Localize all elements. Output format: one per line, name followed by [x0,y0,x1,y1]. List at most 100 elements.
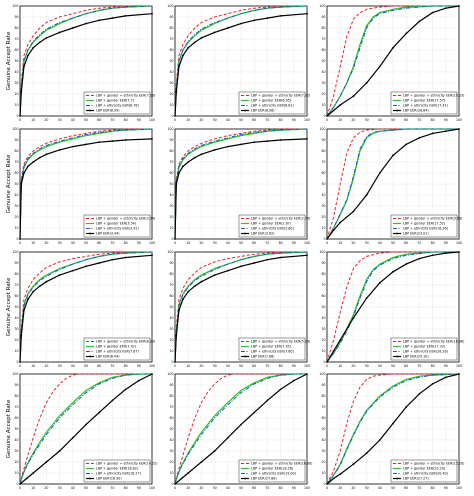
x-tick-label: 20 [351,364,355,368]
y-tick-label: 90 [321,138,325,142]
roc-panel-6: 00 10 10 20 20 30 30 40 40 50 50 60 60 70 70 80 80 90 90 10… [319,127,462,245]
y-tick-label: 60 [14,171,18,175]
x-tick-label: 70 [110,241,114,245]
x-tick-label: 30 [58,241,62,245]
data-point [279,256,282,259]
legend-marker [396,355,398,358]
series-line-4 [174,373,308,485]
x-tick-label: 90 [137,118,141,122]
x-tick-label: 20 [351,486,355,490]
data-point [392,422,394,425]
x-tick-label: 70 [265,364,269,368]
legend-marker [396,109,398,112]
y-tick-label: 90 [14,383,18,387]
legend-marker [244,355,246,358]
data-point [431,11,434,14]
legend-entry: LBP EER(18.90) [96,477,122,481]
data-point [405,406,408,408]
data-point [85,22,87,25]
legend-entry: LBP EER(7.86) [251,355,275,359]
x-tick-label: 80 [279,241,283,245]
x-tick-label: 10 [186,241,190,245]
data-point [182,298,184,301]
y-tick-label: 70 [321,283,325,287]
x-tick-label: 70 [265,118,269,122]
x-tick-label: 90 [444,241,448,245]
legend-box [390,459,458,483]
y-tick-label: 10 [169,226,173,230]
data-point [71,436,74,439]
legend-entry: LBP EER(27.27) [403,477,429,481]
x-tick-label: 80 [124,364,128,368]
y-tick-label: 30 [169,449,173,453]
x-tick-label: 40 [378,118,382,122]
y-tick-label: 80 [169,272,173,276]
y-tick-label: 60 [169,416,173,420]
y-tick-label: 20 [14,338,18,342]
data-point [187,472,190,474]
y-tick-label: 20 [14,215,18,219]
x-tick-label: 80 [124,241,128,245]
data-point [418,136,421,139]
y-tick-label: 70 [321,37,325,41]
y-tick-label: 0 [16,482,18,486]
data-point [20,90,23,93]
series-line-2 [326,5,459,117]
legend-marker [89,477,91,480]
legend-entry: LBP + gender + ethnicity EER(5.23) [251,340,310,344]
series-line-2 [326,373,460,485]
roc-panel-10: 00 10 10 20 20 30 30 40 40 50 50 60 60 70 70 80 80 90 90 10… [6,372,157,490]
data-point [365,82,368,84]
data-point [19,115,21,117]
y-tick-label: 30 [14,204,18,208]
legend: LBP + gender + ethnicity EER(6.09)LBP + … [83,337,155,361]
y-tick-label: 80 [169,26,173,30]
y-tick-label: 40 [14,438,18,442]
data-point [19,361,21,363]
data-point [266,399,269,402]
x-tick-label: 80 [124,118,128,122]
x-tick-label: 80 [279,364,283,368]
data-point [253,19,256,22]
y-tick-label: 40 [14,70,18,74]
data-point [253,411,256,414]
x-tick-label: 0 [174,486,176,490]
data-point [352,95,355,98]
y-tick-label: 100 [319,372,325,376]
y-tick-label: 0 [171,482,173,486]
y-tick-label: 30 [321,327,325,331]
x-tick-label: 20 [44,241,48,245]
x-tick-label: 60 [252,364,256,368]
roc-panel-8: 00 10 10 20 20 30 30 40 40 50 50 60 60 70 70 80 80 90 90 10… [167,250,310,368]
data-point [240,265,242,268]
y-tick-label: 10 [321,349,325,353]
x-tick-label: 70 [417,241,421,245]
y-tick-label: 100 [319,127,325,131]
data-point [339,221,342,224]
x-tick-label: 70 [417,118,421,122]
y-tick-label: 100 [167,127,173,131]
legend-entry: LBP + ethnicity EER(7.67) [96,350,139,354]
data-point [32,290,35,293]
x-tick-label: 90 [444,486,448,490]
data-point [178,309,180,312]
data-point [352,317,355,319]
data-point [200,280,203,283]
y-tick-label: 70 [14,283,18,287]
y-tick-label: 30 [321,204,325,208]
legend-entry: LBP + gender EER(7.7) [96,99,134,103]
y-tick-label: 90 [169,383,173,387]
y-tick-label: 70 [321,160,325,164]
y-tick-label: 50 [14,305,18,309]
series-line-1 [174,5,307,117]
y-tick-label: 90 [14,138,18,142]
y-tick-label: 20 [169,338,173,342]
series-line-4 [326,373,460,485]
legend-entry: LBP + ethnicity EER(19.00) [251,472,296,476]
data-point [332,109,335,112]
x-tick-label: 40 [226,486,230,490]
data-point [193,156,196,159]
legend-entry: LBP EER(3.44) [96,232,120,236]
series-line-4 [19,373,153,485]
legend-entry: LBP + gender EER(6.95) [251,99,291,103]
